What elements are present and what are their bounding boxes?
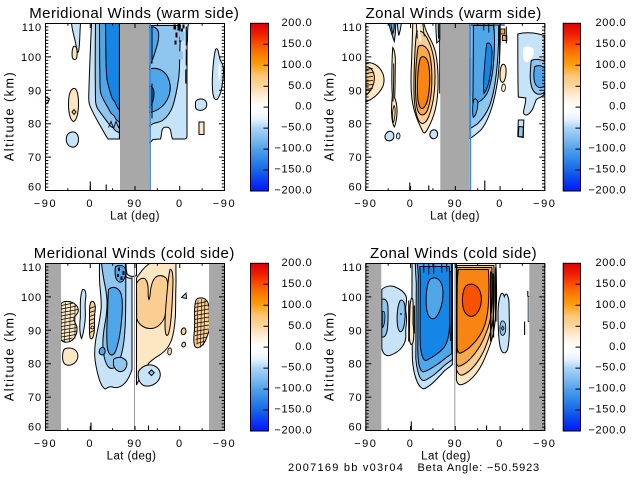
- svg-text:−100.0: −100.0: [274, 143, 312, 155]
- svg-text:90: 90: [127, 198, 142, 210]
- svg-text:0: 0: [496, 438, 504, 450]
- svg-text:60: 60: [348, 422, 362, 434]
- svg-text:−90: −90: [354, 438, 377, 450]
- svg-text:60: 60: [348, 182, 362, 194]
- svg-text:100.0: 100.0: [281, 59, 312, 71]
- svg-text:110: 110: [22, 262, 42, 274]
- svg-text:Lat (deg): Lat (deg): [110, 211, 160, 223]
- svg-text:60: 60: [28, 182, 42, 194]
- svg-text:Altitude (km): Altitude (km): [2, 311, 16, 401]
- svg-text:0: 0: [176, 438, 184, 450]
- svg-text:Zonal Winds (warm side): Zonal Winds (warm side): [365, 5, 541, 22]
- svg-text:100: 100: [341, 292, 362, 304]
- svg-text:70: 70: [348, 152, 362, 164]
- svg-text:−90: −90: [213, 438, 236, 450]
- svg-text:Altitude (km): Altitude (km): [322, 71, 336, 161]
- svg-text:200.0: 200.0: [281, 257, 312, 269]
- svg-text:100.0: 100.0: [595, 59, 626, 71]
- svg-text:90: 90: [127, 438, 142, 450]
- svg-text:150.0: 150.0: [595, 278, 626, 290]
- svg-text:−90: −90: [354, 198, 377, 210]
- svg-text:110: 110: [342, 262, 362, 274]
- svg-text:0: 0: [407, 198, 415, 210]
- svg-text:−90: −90: [34, 438, 57, 450]
- svg-text:200.0: 200.0: [595, 17, 626, 29]
- svg-text:110: 110: [22, 22, 42, 34]
- svg-text:−90: −90: [533, 438, 556, 450]
- svg-text:Lat (deg): Lat (deg): [107, 451, 157, 463]
- svg-text:100: 100: [341, 52, 362, 64]
- svg-text:0.0: 0.0: [295, 101, 312, 113]
- svg-text:100.0: 100.0: [281, 299, 312, 311]
- svg-text:−150.0: −150.0: [588, 404, 626, 416]
- svg-text:−90: −90: [34, 198, 57, 210]
- svg-text:Lat (deg): Lat (deg): [421, 451, 471, 463]
- svg-text:90: 90: [348, 325, 362, 337]
- svg-text:150.0: 150.0: [595, 38, 626, 50]
- svg-text:0: 0: [407, 438, 415, 450]
- svg-text:0.0: 0.0: [295, 341, 312, 353]
- svg-text:80: 80: [348, 359, 362, 371]
- svg-text:Altitude (km): Altitude (km): [2, 71, 16, 161]
- svg-text:200.0: 200.0: [281, 17, 312, 29]
- svg-text:90: 90: [28, 325, 42, 337]
- svg-text:2007169 bb v03r04: 2007169 bb v03r04: [288, 462, 404, 474]
- svg-text:90: 90: [448, 438, 463, 450]
- svg-text:−200.0: −200.0: [274, 425, 312, 437]
- svg-text:100.0: 100.0: [595, 299, 626, 311]
- svg-text:−100.0: −100.0: [588, 143, 626, 155]
- svg-text:80: 80: [28, 119, 42, 131]
- svg-text:80: 80: [348, 119, 362, 131]
- svg-text:Beta Angle: −50.5923: Beta Angle: −50.5923: [418, 462, 541, 474]
- svg-text:150.0: 150.0: [281, 278, 312, 290]
- svg-text:80: 80: [28, 359, 42, 371]
- svg-text:0.0: 0.0: [609, 341, 626, 353]
- svg-text:−50.0: −50.0: [595, 362, 626, 374]
- svg-text:−50.0: −50.0: [281, 362, 312, 374]
- svg-text:50.0: 50.0: [288, 80, 312, 92]
- svg-text:60: 60: [28, 422, 42, 434]
- svg-text:−150.0: −150.0: [274, 404, 312, 416]
- svg-text:Zonal Winds (cold side): Zonal Winds (cold side): [370, 245, 537, 262]
- svg-text:Meridional Winds (cold side): Meridional Winds (cold side): [34, 245, 235, 262]
- svg-text:−200.0: −200.0: [588, 425, 626, 437]
- svg-text:100: 100: [21, 52, 42, 64]
- svg-text:−50.0: −50.0: [281, 122, 312, 134]
- svg-text:110: 110: [342, 22, 362, 34]
- svg-text:Altitude (km): Altitude (km): [322, 311, 336, 401]
- svg-text:90: 90: [448, 198, 463, 210]
- svg-text:−50.0: −50.0: [595, 122, 626, 134]
- svg-text:−150.0: −150.0: [274, 164, 312, 176]
- svg-text:0.0: 0.0: [609, 101, 626, 113]
- svg-text:−90: −90: [533, 198, 556, 210]
- svg-text:150.0: 150.0: [281, 38, 312, 50]
- svg-text:0: 0: [176, 198, 184, 210]
- svg-text:−90: −90: [213, 198, 236, 210]
- svg-text:90: 90: [348, 85, 362, 97]
- svg-text:−200.0: −200.0: [588, 185, 626, 197]
- svg-text:0: 0: [86, 438, 94, 450]
- svg-text:50.0: 50.0: [602, 320, 626, 332]
- svg-text:−100.0: −100.0: [274, 383, 312, 395]
- svg-text:70: 70: [28, 152, 42, 164]
- svg-text:100: 100: [21, 292, 42, 304]
- svg-text:70: 70: [348, 392, 362, 404]
- svg-text:Meridional Winds (warm side): Meridional Winds (warm side): [29, 5, 239, 22]
- svg-text:50.0: 50.0: [602, 80, 626, 92]
- svg-text:Lat (deg): Lat (deg): [430, 211, 480, 223]
- svg-text:0: 0: [86, 198, 94, 210]
- svg-text:−200.0: −200.0: [274, 185, 312, 197]
- svg-text:−150.0: −150.0: [588, 164, 626, 176]
- svg-text:200.0: 200.0: [595, 257, 626, 269]
- svg-text:0: 0: [496, 198, 504, 210]
- svg-text:70: 70: [28, 392, 42, 404]
- svg-text:−100.0: −100.0: [588, 383, 626, 395]
- svg-text:50.0: 50.0: [288, 320, 312, 332]
- svg-text:90: 90: [28, 85, 42, 97]
